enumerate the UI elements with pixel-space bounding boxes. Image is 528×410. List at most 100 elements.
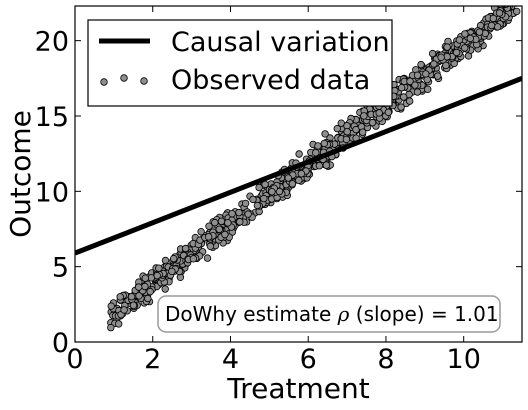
scatter-point <box>489 14 497 23</box>
scatter-point <box>510 0 517 5</box>
x-tick-label: 4 <box>222 344 239 375</box>
scatter-point <box>502 0 509 4</box>
scatter-point <box>406 97 414 105</box>
scatter-point <box>397 83 406 92</box>
scatter-point <box>493 23 502 31</box>
legend-scatter-swatch <box>100 74 148 86</box>
scatter-point <box>253 201 262 210</box>
scatter-point <box>514 6 519 7</box>
x-axis-label: Treatment <box>226 372 369 405</box>
scatter-point <box>434 72 442 80</box>
scatter-point <box>504 6 507 7</box>
scatter-point <box>169 254 178 263</box>
scatter-point <box>153 271 161 280</box>
scatter-point <box>437 53 445 61</box>
scatter-point <box>129 301 138 309</box>
legend-label-observed-data: Observed data <box>171 65 370 96</box>
scatter-point <box>422 70 430 78</box>
scatter-point <box>144 294 152 303</box>
scatter-point <box>181 244 190 253</box>
scatter-point <box>360 112 368 120</box>
scatter-point <box>384 108 393 116</box>
scatter-point <box>442 61 450 70</box>
scatter-point <box>189 255 198 263</box>
scatter-point <box>228 209 236 218</box>
scatter-point <box>127 293 136 301</box>
scatter-point <box>161 285 169 293</box>
scatter-point <box>141 282 149 291</box>
scatter-point <box>315 161 324 170</box>
scatter-point <box>120 306 128 314</box>
scatter-point <box>430 60 438 68</box>
x-tick-label: 6 <box>300 344 317 375</box>
scatter-point <box>359 128 367 136</box>
scatter-point <box>215 225 223 233</box>
scatter-point <box>314 142 322 150</box>
legend-label-causal-variation: Causal variation <box>171 27 390 58</box>
scatter-point <box>413 71 422 79</box>
legend-box <box>87 19 393 107</box>
scatter-point <box>146 287 154 296</box>
legend-swatch-dot <box>140 77 148 85</box>
y-tick-label: 10 <box>35 177 69 208</box>
y-tick-label: 0 <box>52 328 69 359</box>
scatter-point <box>475 28 484 36</box>
annotation-text: DoWhy estimate ρ (slope) = 1.01 <box>165 302 499 326</box>
x-tick-label: 8 <box>377 344 394 375</box>
estimate-annotation: DoWhy estimate ρ (slope) = 1.01 <box>157 295 501 333</box>
scatter-point <box>375 109 383 117</box>
scatter-point <box>268 187 276 196</box>
scatter-point <box>503 0 510 3</box>
scatter-point <box>134 283 143 291</box>
scatter-point <box>455 36 464 44</box>
scatter-point <box>204 233 213 241</box>
annotation-prefix: DoWhy estimate <box>165 302 338 326</box>
scatter-point <box>452 48 461 57</box>
scatter-point <box>141 274 149 282</box>
scatter-point <box>400 93 408 101</box>
scatter-point <box>135 292 143 300</box>
scatter-point <box>295 150 303 158</box>
scatter-point <box>116 293 124 301</box>
x-tick-label: 2 <box>144 344 161 375</box>
scatter-point <box>205 222 213 230</box>
scatter-point <box>107 323 115 332</box>
y-tick-label: 15 <box>35 102 69 133</box>
scatter-point <box>297 169 306 178</box>
scatter-point <box>312 148 320 157</box>
scatter-point <box>513 7 521 16</box>
scatter-point <box>466 34 474 43</box>
annotation-suffix: (slope) = 1.01 <box>349 302 498 326</box>
scatter-point <box>284 174 292 182</box>
scatter-point <box>368 118 377 127</box>
scatter-point <box>505 0 512 3</box>
scatter-point <box>320 139 328 148</box>
scatter-point <box>288 180 297 188</box>
scatter-point <box>397 103 405 111</box>
scatter-point <box>413 88 422 96</box>
scatter-point <box>406 77 414 85</box>
scatter-point <box>417 60 425 69</box>
scatter-point <box>236 218 244 226</box>
scatter-point <box>255 183 263 192</box>
scatter-point <box>241 199 250 208</box>
scatter-point <box>461 30 469 38</box>
scatter-point <box>322 161 331 169</box>
scatter-point <box>260 194 268 203</box>
legend-swatch-dot <box>100 78 108 86</box>
annotation-symbol: ρ <box>337 302 350 326</box>
scatter-point <box>411 81 419 89</box>
scatter-point <box>244 210 252 218</box>
x-tick-label: 0 <box>66 344 83 375</box>
y-tick-label: 20 <box>35 27 69 58</box>
scatter-point <box>443 43 451 51</box>
plot-frame <box>74 5 523 343</box>
scatter-point <box>443 53 451 61</box>
y-tick-label: 5 <box>52 253 69 284</box>
scatter-point <box>275 187 284 196</box>
scatter-point <box>495 9 504 17</box>
causal-variation-line <box>75 75 522 256</box>
scatter-point <box>155 264 163 272</box>
scatter-point <box>235 208 243 217</box>
